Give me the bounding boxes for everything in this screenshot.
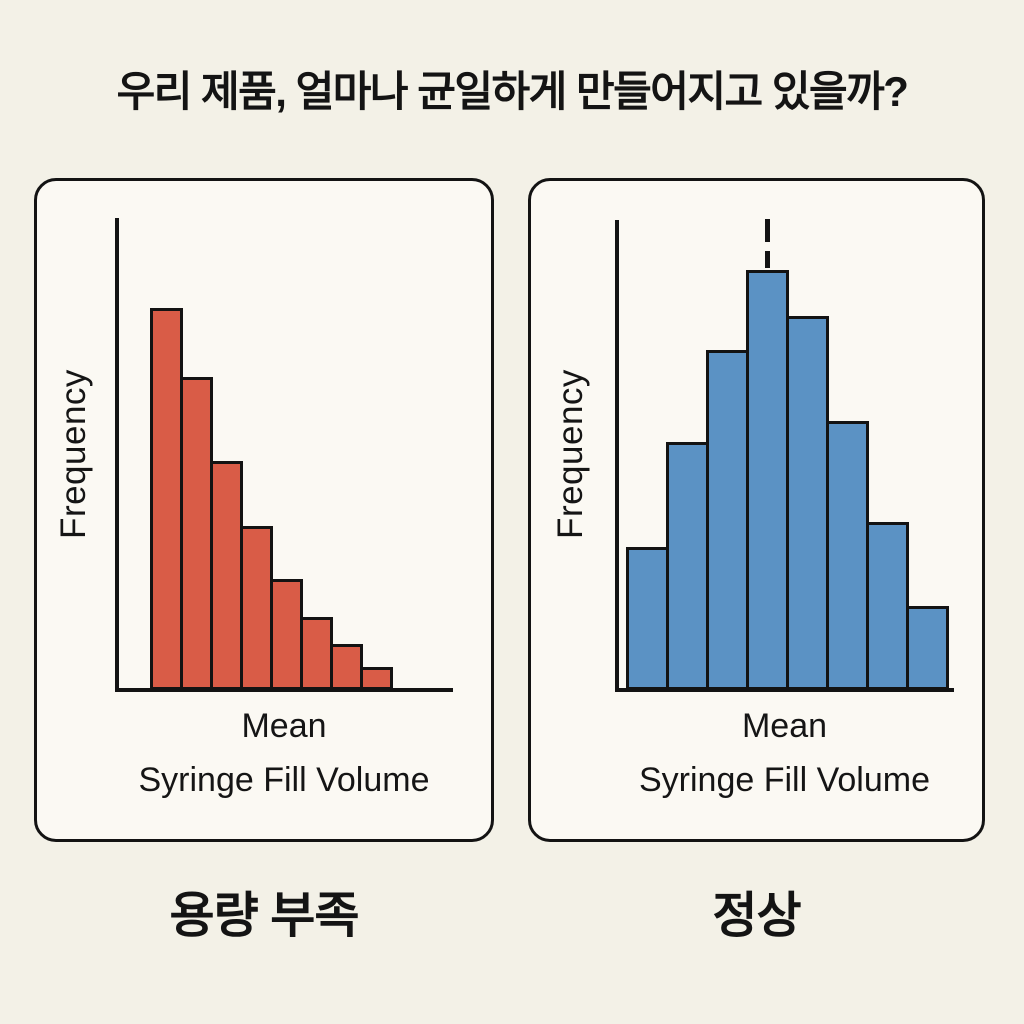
histogram-bar (706, 350, 749, 690)
histogram-bar (746, 270, 789, 690)
histogram-bar (300, 617, 333, 690)
mean-dashed-line (765, 219, 770, 268)
histogram-bar (866, 522, 909, 690)
histogram-bar (210, 461, 243, 690)
histogram-bar (330, 644, 363, 690)
mean-dash-segment (765, 219, 770, 242)
histogram-bars-underfill (150, 181, 393, 690)
histogram-bar (180, 377, 213, 690)
histogram-panel-normal: Frequency Mean Syringe Fill Volume (528, 178, 985, 842)
plot-area-underfill: Frequency Mean Syringe Fill Volume (37, 181, 491, 839)
y-axis-label: Frequency (54, 369, 93, 539)
y-axis-label: Frequency (551, 369, 590, 539)
y-axis-line (115, 218, 119, 692)
y-axis-line (615, 220, 619, 692)
histogram-bar (240, 526, 273, 690)
x-axis-label-variable: Syringe Fill Volume (638, 761, 930, 799)
histogram-bar (666, 442, 709, 690)
mean-dash-segment (765, 251, 770, 268)
histogram-bar (270, 579, 303, 690)
x-axis-label-mean: Mean (241, 707, 327, 745)
x-axis-line (615, 688, 954, 692)
histogram-bar (786, 316, 829, 690)
page-title: 우리 제품, 얼마나 균일하게 만들어지고 있을까? (116, 68, 909, 115)
histogram-bars-normal (626, 181, 949, 690)
caption-normal: 정상 (712, 889, 801, 943)
histogram-bar (826, 421, 869, 690)
x-axis-line (115, 688, 453, 692)
caption-underfill: 용량 부족 (169, 889, 360, 943)
plot-area-normal: Frequency Mean Syringe Fill Volume (531, 181, 982, 839)
histogram-bar (906, 606, 949, 690)
histogram-bar (626, 547, 669, 690)
histogram-bar (150, 308, 183, 690)
x-axis-label-variable: Syringe Fill Volume (138, 761, 430, 799)
histogram-panel-underfill: Frequency Mean Syringe Fill Volume (34, 178, 494, 842)
histogram-bar (360, 667, 393, 690)
x-axis-label-mean: Mean (741, 707, 828, 745)
